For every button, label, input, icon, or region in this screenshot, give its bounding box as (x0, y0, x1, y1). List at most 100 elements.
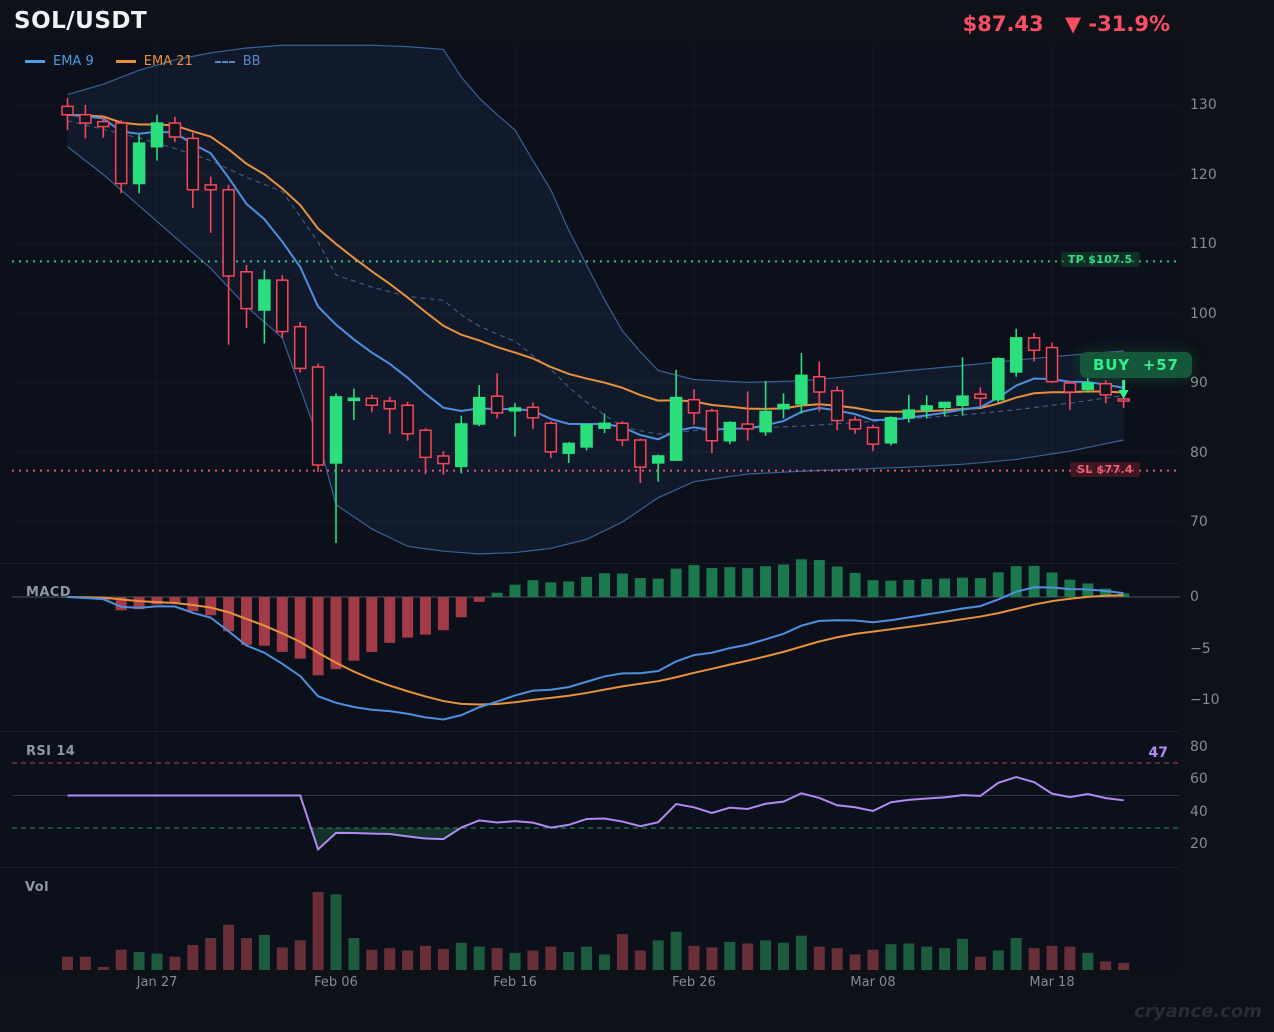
macd-axis-label: −10 (1190, 692, 1220, 708)
candle-body (132, 142, 146, 185)
rsi-current-value: 47 (1148, 745, 1168, 761)
candle-body (383, 400, 396, 410)
buy-signal-arrowhead (1118, 390, 1129, 399)
bollinger-upper-line (67, 44, 1124, 383)
candle-body (544, 422, 558, 453)
rsi-oversold-fill (67, 828, 1124, 850)
macd-axis-label: −5 (1190, 640, 1211, 657)
candle-body (938, 401, 951, 409)
gridlines (12, 104, 1180, 523)
vol-panel-label: Vol (25, 880, 49, 895)
macd-histogram-bar (437, 597, 449, 631)
volume-bar (634, 950, 646, 970)
legend-item-ema21[interactable]: EMA 21 (115, 54, 193, 69)
candle-body (974, 393, 987, 400)
volume-bar (402, 950, 414, 970)
candle-body (866, 426, 880, 445)
rsi-axis-label: 40 (1190, 803, 1208, 820)
macd-histogram-bar (867, 580, 879, 597)
candle-body (186, 137, 200, 191)
macd-histogram-bar (599, 573, 610, 597)
buy-signal-text: BUY (1093, 356, 1130, 374)
macd-histogram-bar (133, 597, 145, 610)
legend-label: EMA 21 (143, 54, 193, 69)
volume-bar (849, 954, 861, 970)
macd-histogram-bar (778, 564, 789, 597)
macd-signal-line (67, 594, 1124, 706)
rsi-line (67, 775, 1124, 852)
macd-histogram-bar (545, 582, 557, 597)
legend-item-bb[interactable]: BB (214, 54, 261, 69)
price-axis-label: 70 (1190, 514, 1208, 530)
candle-body (759, 410, 772, 433)
candle-body (1117, 398, 1130, 402)
volume-bar (366, 949, 378, 970)
date-axis-label: Feb 16 (493, 975, 537, 990)
bb-line-swatch-icon (214, 60, 235, 63)
volume-bar (509, 952, 521, 970)
bollinger-fill (67, 45, 1124, 554)
legend-label: EMA 9 (53, 54, 94, 69)
candle-body (884, 417, 898, 444)
candle-body (61, 105, 74, 116)
ema21-line-swatch-icon (115, 60, 136, 63)
stop-loss-label[interactable]: SL $77.4 (1070, 462, 1140, 477)
volume-bar (724, 941, 736, 970)
volume-bar (62, 956, 73, 970)
candle-body (705, 410, 719, 442)
chart-plot-background[interactable] (0, 45, 1180, 970)
macd-histogram-bar (115, 597, 127, 611)
rsi-axis-label: 20 (1190, 836, 1208, 853)
rsi-panel-label: RSI 14 (26, 744, 76, 759)
volume-bar (957, 938, 968, 970)
macd-histogram-bar (1100, 588, 1112, 597)
macd-histogram-bar (652, 578, 664, 597)
volume-bar (169, 956, 181, 970)
buy-signal-badge[interactable]: BUY +57 (1080, 352, 1192, 378)
macd-histogram-bar (509, 584, 521, 597)
macd-histogram-bar (312, 597, 324, 676)
volume-bar (437, 948, 449, 970)
macd-histogram-bar (223, 597, 235, 632)
macd-histogram-bar (366, 597, 378, 652)
macd-histogram-bar (1028, 565, 1040, 597)
candle-body (1009, 337, 1023, 373)
candle-body (580, 423, 593, 448)
macd-line (67, 586, 1124, 721)
take-profit-label[interactable]: TP $107.5 (1061, 252, 1140, 267)
volume-bar (867, 949, 879, 970)
macd-histogram-bar (974, 578, 986, 597)
volume-bar (348, 938, 360, 970)
macd-histogram-bar (402, 597, 414, 638)
candle-body (1045, 346, 1059, 383)
date-axis-label: Mar 18 (1029, 975, 1075, 990)
candle-body (902, 409, 916, 419)
volume-bar (151, 953, 163, 970)
macd-histogram-bar (1118, 593, 1130, 597)
volume-bar (241, 938, 252, 970)
candle-body (114, 122, 128, 185)
volume-bar (1064, 946, 1076, 970)
bollinger-band (67, 44, 1124, 555)
buy-signal-value: +57 (1142, 356, 1179, 374)
volume-bar (563, 952, 575, 970)
rsi-axis-label: 60 (1190, 771, 1208, 788)
macd-histogram-bar (688, 565, 700, 597)
candle-body (329, 396, 343, 464)
macd-histogram-bar (473, 597, 485, 602)
candle-body (293, 325, 307, 370)
candle-body (97, 120, 110, 128)
macd-histogram-bar (151, 597, 163, 605)
macd-histogram-bar (205, 597, 217, 616)
price-axis-label: 80 (1190, 444, 1208, 461)
candle-body (920, 405, 933, 411)
macd-histogram-bar (760, 566, 772, 597)
volume-bar (1118, 962, 1130, 970)
candle-body (813, 375, 826, 393)
candle-body (276, 279, 289, 333)
price-axis-label: 110 (1190, 236, 1217, 252)
volume-bar (921, 946, 933, 970)
legend-item-ema9[interactable]: EMA 9 (25, 54, 94, 69)
macd-histogram-bar (1010, 566, 1022, 597)
